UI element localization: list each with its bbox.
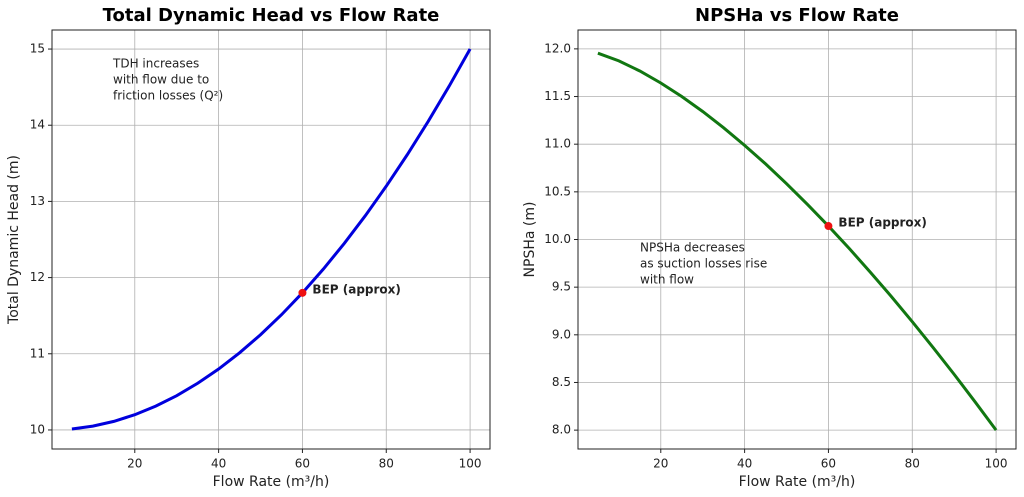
annotation: friction losses (Q²) [113, 89, 223, 103]
y-tick-label: 10 [30, 422, 45, 436]
y-axis-label: Total Dynamic Head (m) [6, 155, 22, 325]
annotation: TDH increases [112, 57, 199, 71]
y-tick-label: 13 [30, 194, 45, 208]
y-tick-label: 11 [30, 346, 45, 360]
plot-frame [51, 29, 491, 450]
data-line [71, 48, 472, 431]
x-tick-label: 20 [653, 457, 668, 471]
x-tick-label: 60 [821, 457, 836, 471]
y-tick-label: 15 [30, 42, 45, 56]
x-tick-label: 80 [905, 457, 920, 471]
chart-title: Total Dynamic Head vs Flow Rate [103, 5, 440, 26]
x-tick-label: 60 [295, 457, 310, 471]
y-tick-label: 8.0 [552, 423, 571, 437]
annotation: NPSHa decreases [640, 241, 745, 255]
annotation: with flow [640, 273, 694, 287]
y-tick-label: 9.0 [552, 327, 571, 341]
y-tick-label: 14 [30, 118, 45, 132]
bep-point [824, 222, 833, 231]
bep-point [298, 288, 307, 297]
data-line [597, 51, 998, 432]
chart-title: NPSHa vs Flow Rate [695, 5, 899, 26]
x-tick-label: 40 [211, 457, 226, 471]
bep-label: BEP (approx) [838, 216, 926, 230]
y-tick-label: 10.5 [544, 184, 571, 198]
annotation: as suction losses rise [640, 257, 767, 271]
y-tick-label: 12.0 [544, 41, 571, 55]
y-tick-label: 8.5 [552, 375, 571, 389]
x-tick-label: 100 [459, 457, 482, 471]
y-axis-label: NPSHa (m) [522, 202, 538, 278]
y-tick-label: 12 [30, 270, 45, 284]
y-tick-label: 11.0 [544, 137, 571, 151]
plot-frame [577, 29, 1017, 450]
x-tick-label: 40 [737, 457, 752, 471]
x-tick-label: 80 [379, 457, 394, 471]
y-tick-label: 10.0 [544, 232, 571, 246]
x-axis-label: Flow Rate (m³/h) [739, 474, 856, 490]
x-tick-label: 20 [127, 457, 142, 471]
y-tick-label: 11.5 [544, 89, 571, 103]
annotation: with flow due to [113, 73, 209, 87]
x-tick-label: 100 [985, 457, 1008, 471]
x-axis-label: Flow Rate (m³/h) [213, 474, 330, 490]
bep-label: BEP (approx) [312, 282, 400, 296]
y-tick-label: 9.5 [552, 280, 571, 294]
